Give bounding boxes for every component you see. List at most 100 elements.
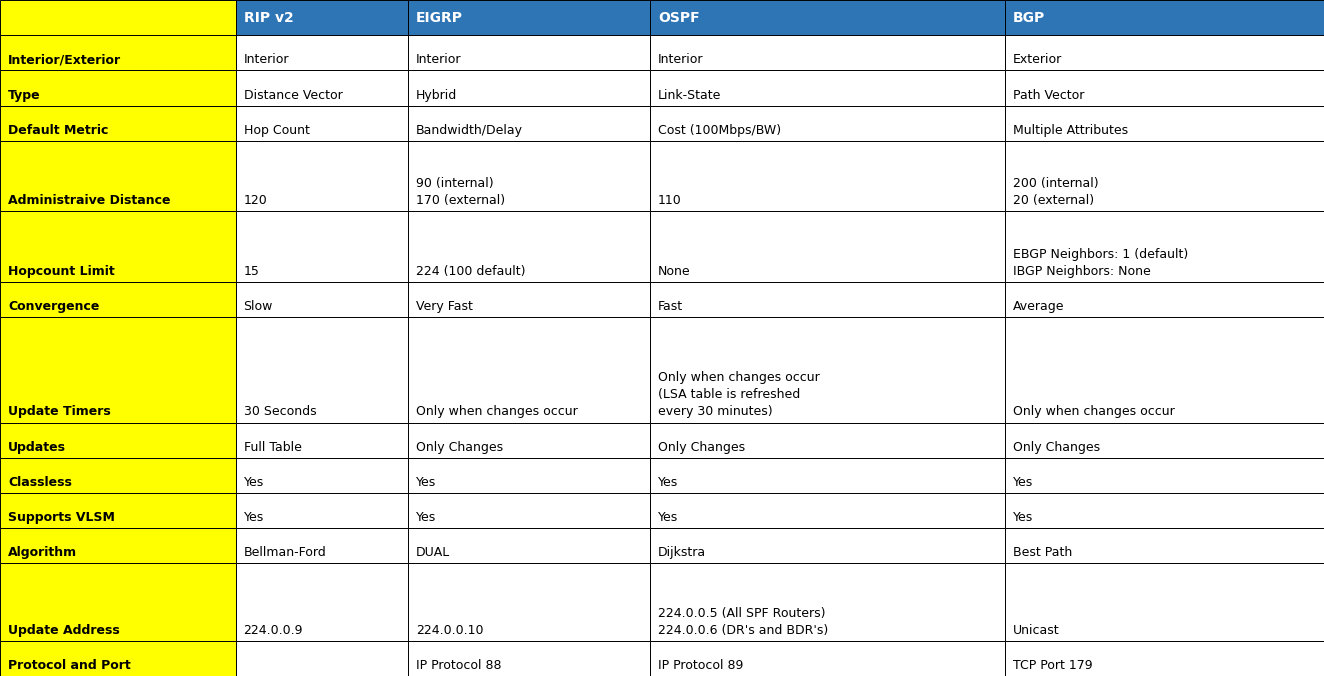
Bar (650, 212, 1005, 282)
Bar (650, 563, 1005, 641)
Text: Protocol and Port: Protocol and Port (8, 659, 131, 672)
Bar (650, 70, 1005, 105)
Bar (650, 528, 1005, 563)
Text: 15: 15 (244, 264, 260, 278)
Text: Multiple Attributes: Multiple Attributes (1013, 124, 1128, 137)
Bar (1005, 70, 1324, 105)
Text: 110: 110 (658, 194, 682, 208)
Text: EBGP Neighbors: 1 (default)
IBGP Neighbors: None: EBGP Neighbors: 1 (default) IBGP Neighbo… (1013, 247, 1188, 278)
Text: Only when changes occur: Only when changes occur (416, 406, 577, 418)
Text: Unicast: Unicast (1013, 624, 1059, 637)
Text: 224.0.0.9: 224.0.0.9 (244, 624, 303, 637)
Text: 30 Seconds: 30 Seconds (244, 406, 316, 418)
Text: 224.0.0.5 (All SPF Routers)
224.0.0.6 (DR's and BDR's): 224.0.0.5 (All SPF Routers) 224.0.0.6 (D… (658, 607, 829, 637)
Bar (650, 458, 1005, 493)
Bar (650, 105, 1005, 141)
Text: Only when changes occur: Only when changes occur (1013, 406, 1174, 418)
Text: Updates: Updates (8, 441, 66, 454)
Text: Hopcount Limit: Hopcount Limit (8, 264, 115, 278)
Bar (408, 528, 650, 563)
Bar (408, 70, 650, 105)
Text: Full Table: Full Table (244, 441, 302, 454)
Bar (236, 317, 408, 422)
Bar (1005, 493, 1324, 528)
Bar (1005, 105, 1324, 141)
Bar (1005, 212, 1324, 282)
Bar (236, 528, 408, 563)
Text: Distance Vector: Distance Vector (244, 89, 343, 101)
Text: 90 (internal)
170 (external): 90 (internal) 170 (external) (416, 177, 504, 208)
Bar (408, 282, 650, 317)
Text: Exterior: Exterior (1013, 53, 1062, 66)
Text: Bandwidth/Delay: Bandwidth/Delay (416, 124, 523, 137)
Bar (650, 0, 1005, 35)
Bar (408, 563, 650, 641)
Bar (0, 641, 236, 676)
Bar (1005, 422, 1324, 458)
Bar (0, 212, 236, 282)
Bar (408, 493, 650, 528)
Text: TCP Port 179: TCP Port 179 (1013, 659, 1092, 672)
Bar (408, 422, 650, 458)
Bar (1005, 317, 1324, 422)
Text: IP Protocol 89: IP Protocol 89 (658, 659, 743, 672)
Text: Convergence: Convergence (8, 300, 99, 313)
Text: Classless: Classless (8, 476, 71, 489)
Bar (0, 563, 236, 641)
Bar (0, 70, 236, 105)
Bar (408, 0, 650, 35)
Text: Fast: Fast (658, 300, 683, 313)
Text: Only Changes: Only Changes (658, 441, 745, 454)
Text: Yes: Yes (416, 511, 436, 524)
Bar (236, 282, 408, 317)
Bar (1005, 528, 1324, 563)
Text: Interior: Interior (658, 53, 703, 66)
Bar (0, 493, 236, 528)
Text: Yes: Yes (658, 476, 678, 489)
Text: Update Timers: Update Timers (8, 406, 111, 418)
Text: Administraive Distance: Administraive Distance (8, 194, 171, 208)
Bar (0, 458, 236, 493)
Bar (1005, 141, 1324, 212)
Bar (650, 141, 1005, 212)
Bar (408, 141, 650, 212)
Bar (1005, 563, 1324, 641)
Text: Only Changes: Only Changes (416, 441, 503, 454)
Text: 224.0.0.10: 224.0.0.10 (416, 624, 483, 637)
Text: Default Metric: Default Metric (8, 124, 109, 137)
Bar (236, 141, 408, 212)
Text: Type: Type (8, 89, 41, 101)
Bar (408, 212, 650, 282)
Text: Yes: Yes (244, 476, 263, 489)
Bar (408, 458, 650, 493)
Bar (236, 641, 408, 676)
Text: BGP: BGP (1013, 11, 1045, 24)
Text: Hybrid: Hybrid (416, 89, 457, 101)
Text: Yes: Yes (1013, 511, 1033, 524)
Bar (1005, 641, 1324, 676)
Text: IP Protocol 88: IP Protocol 88 (416, 659, 502, 672)
Bar (650, 641, 1005, 676)
Bar (650, 493, 1005, 528)
Text: Path Vector: Path Vector (1013, 89, 1084, 101)
Bar (0, 422, 236, 458)
Text: Interior: Interior (244, 53, 289, 66)
Bar (650, 317, 1005, 422)
Bar (236, 35, 408, 70)
Bar (0, 35, 236, 70)
Text: Yes: Yes (1013, 476, 1033, 489)
Bar (0, 317, 236, 422)
Bar (650, 282, 1005, 317)
Bar (650, 35, 1005, 70)
Bar (0, 141, 236, 212)
Bar (0, 105, 236, 141)
Text: Yes: Yes (658, 511, 678, 524)
Bar (236, 493, 408, 528)
Bar (236, 70, 408, 105)
Bar (0, 528, 236, 563)
Text: OSPF: OSPF (658, 11, 699, 24)
Text: RIP v2: RIP v2 (244, 11, 294, 24)
Bar (0, 282, 236, 317)
Text: Best Path: Best Path (1013, 546, 1072, 559)
Text: Bellman-Ford: Bellman-Ford (244, 546, 326, 559)
